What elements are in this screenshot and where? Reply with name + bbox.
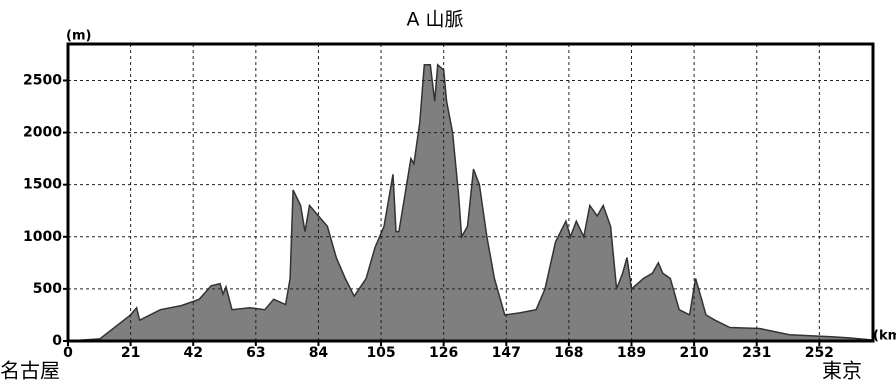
x-tick-label: 147 bbox=[492, 345, 521, 361]
x-tick-label: 210 bbox=[679, 345, 708, 361]
x-tick-label: 105 bbox=[366, 345, 395, 361]
x-tick-label: 63 bbox=[246, 345, 265, 361]
x-axis-label: (km) bbox=[873, 329, 896, 344]
y-tick-label: 2000 bbox=[23, 125, 62, 141]
start-label: 名古屋 bbox=[0, 359, 60, 383]
end-label: 東京 bbox=[822, 359, 862, 383]
y-tick-label: 2500 bbox=[23, 72, 62, 88]
y-tick-label: 500 bbox=[33, 281, 62, 297]
x-tick-label: 189 bbox=[617, 345, 646, 361]
x-tick-label: 252 bbox=[805, 345, 834, 361]
x-tick-label: 126 bbox=[429, 345, 458, 361]
x-tick-label: 84 bbox=[309, 345, 329, 361]
y-tick-label: 0 bbox=[52, 333, 62, 349]
y-axis-label: (m) bbox=[66, 29, 91, 44]
y-tick-label: 1500 bbox=[23, 177, 62, 193]
x-tick-label: 0 bbox=[63, 345, 73, 361]
x-tick-label: 231 bbox=[742, 345, 771, 361]
plot-frame bbox=[66, 42, 875, 343]
chart-title: A 山脈 bbox=[406, 9, 463, 31]
x-tick-label: 168 bbox=[554, 345, 583, 361]
x-tick-label: 21 bbox=[121, 345, 140, 361]
x-tick-label: 42 bbox=[183, 345, 202, 361]
y-tick-label: 1000 bbox=[23, 229, 62, 245]
elevation-area bbox=[67, 63, 874, 342]
